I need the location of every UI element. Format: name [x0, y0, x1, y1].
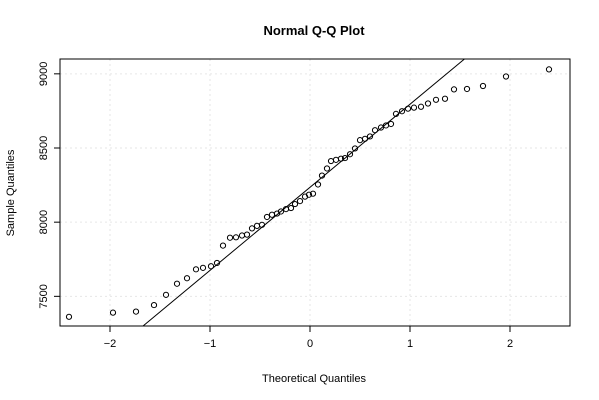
data-point [404, 105, 412, 112]
chart-title: Normal Q-Q Plot [263, 23, 365, 38]
data-point [232, 234, 240, 241]
x-tick-label: 0 [307, 338, 313, 350]
data-point [463, 85, 471, 93]
data-point [398, 108, 406, 115]
data-point [392, 110, 400, 117]
data-point [183, 275, 191, 282]
y-axis-label: Sample Quantiles [5, 149, 17, 236]
data-point [424, 100, 432, 107]
reference-line [142, 58, 465, 327]
data-point [132, 308, 140, 315]
data-point [192, 266, 200, 273]
data-point [305, 191, 313, 198]
data-point [479, 82, 487, 90]
x-tick-label: 1 [407, 338, 413, 350]
x-axis: −2 −1 0 1 2 [104, 326, 513, 350]
grid-lines [60, 59, 570, 326]
data-point [371, 127, 379, 134]
data-point [296, 198, 304, 205]
y-tick-label: 8500 [38, 136, 50, 160]
data-point [173, 280, 181, 287]
data-point [318, 172, 326, 179]
data-point [337, 155, 345, 162]
data-point [243, 231, 251, 238]
data-point [410, 104, 418, 111]
x-tick-label: −1 [204, 338, 217, 350]
data-point [199, 264, 207, 271]
data-point [351, 145, 359, 152]
data-point [150, 301, 158, 309]
data-point [341, 154, 349, 162]
data-point [545, 66, 553, 73]
data-point [287, 204, 295, 212]
data-point [268, 211, 276, 218]
data-point [450, 86, 458, 93]
data-point [361, 135, 369, 142]
data-point [356, 137, 364, 144]
y-tick-label: 9000 [38, 62, 50, 86]
data-point [277, 208, 285, 215]
y-tick-label: 8000 [38, 210, 50, 234]
data-point [258, 221, 266, 228]
data-point [377, 124, 385, 131]
data-point [387, 120, 395, 128]
data-point [65, 313, 73, 320]
data-point [346, 151, 354, 158]
data-point [263, 213, 271, 221]
data-point [291, 200, 299, 208]
plot-frame [59, 58, 571, 327]
x-tick-label: 2 [507, 338, 513, 350]
data-point [238, 232, 246, 239]
data-point [502, 73, 510, 80]
data-point [327, 157, 335, 165]
data-point [248, 225, 256, 232]
data-point [162, 291, 170, 298]
x-axis-label: Theoretical Quantiles [262, 373, 366, 385]
data-point [253, 222, 261, 229]
y-tick-label: 7500 [38, 284, 50, 308]
data-points [65, 66, 553, 320]
data-point [309, 190, 317, 197]
data-point [207, 263, 215, 270]
data-point [366, 133, 374, 140]
data-point [213, 259, 221, 267]
data-point [323, 165, 331, 172]
y-axis: 7500 8000 8500 9000 [38, 62, 60, 309]
data-point [314, 181, 322, 188]
data-point [226, 234, 234, 241]
data-point [441, 95, 449, 102]
data-point [109, 309, 117, 316]
data-point [219, 242, 227, 249]
data-point [432, 96, 440, 103]
data-point [332, 156, 340, 163]
x-tick-label: −2 [104, 338, 117, 350]
data-point [417, 103, 425, 110]
